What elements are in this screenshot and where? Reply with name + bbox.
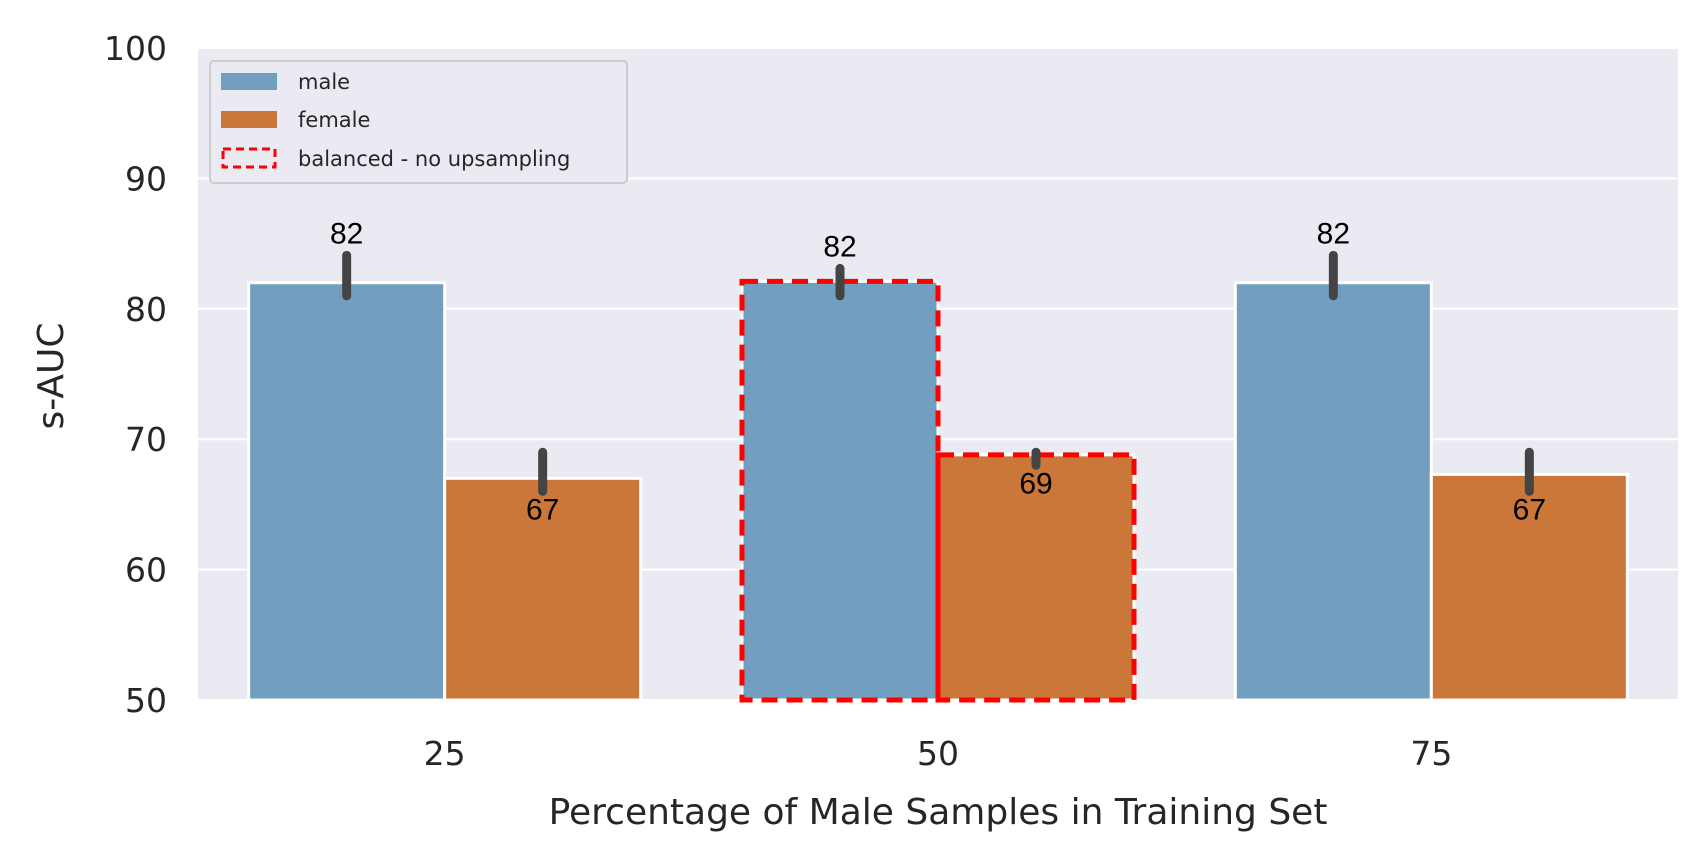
legend-label-male: male xyxy=(298,70,350,94)
y-tick-100: 100 xyxy=(104,29,167,68)
x-tick-25: 25 xyxy=(424,734,466,773)
legend-label-female: female xyxy=(298,108,370,132)
bar-label-male-25: 82 xyxy=(330,217,363,250)
bar-label-female-75: 67 xyxy=(1513,493,1546,526)
legend-swatch-female xyxy=(221,111,277,128)
y-tick-60: 60 xyxy=(125,551,167,590)
y-tick-labels: 50 60 70 80 90 100 xyxy=(104,29,167,720)
y-tick-70: 70 xyxy=(125,420,167,459)
bar-label-female-25: 67 xyxy=(526,493,559,526)
y-axis-label: s-AUC xyxy=(31,322,72,429)
x-tick-75: 75 xyxy=(1410,734,1452,773)
legend: male female balanced - no upsampling xyxy=(210,61,627,183)
x-tick-50: 50 xyxy=(917,734,959,773)
legend-swatch-male xyxy=(221,73,277,90)
x-axis-label: Percentage of Male Samples in Training S… xyxy=(549,792,1328,833)
bar-label-male-50: 82 xyxy=(823,230,856,263)
bar-label-male-75: 82 xyxy=(1317,217,1350,250)
y-tick-90: 90 xyxy=(125,159,167,198)
legend-label-balanced: balanced - no upsampling xyxy=(298,147,570,171)
bar-male-25 xyxy=(249,283,445,700)
bar-label-female-50: 69 xyxy=(1019,467,1052,500)
bar-male-75 xyxy=(1235,283,1431,700)
y-tick-80: 80 xyxy=(125,290,167,329)
bar-male-50 xyxy=(742,281,938,700)
x-tick-labels: 25 50 75 xyxy=(424,734,1453,773)
y-tick-50: 50 xyxy=(125,681,167,720)
